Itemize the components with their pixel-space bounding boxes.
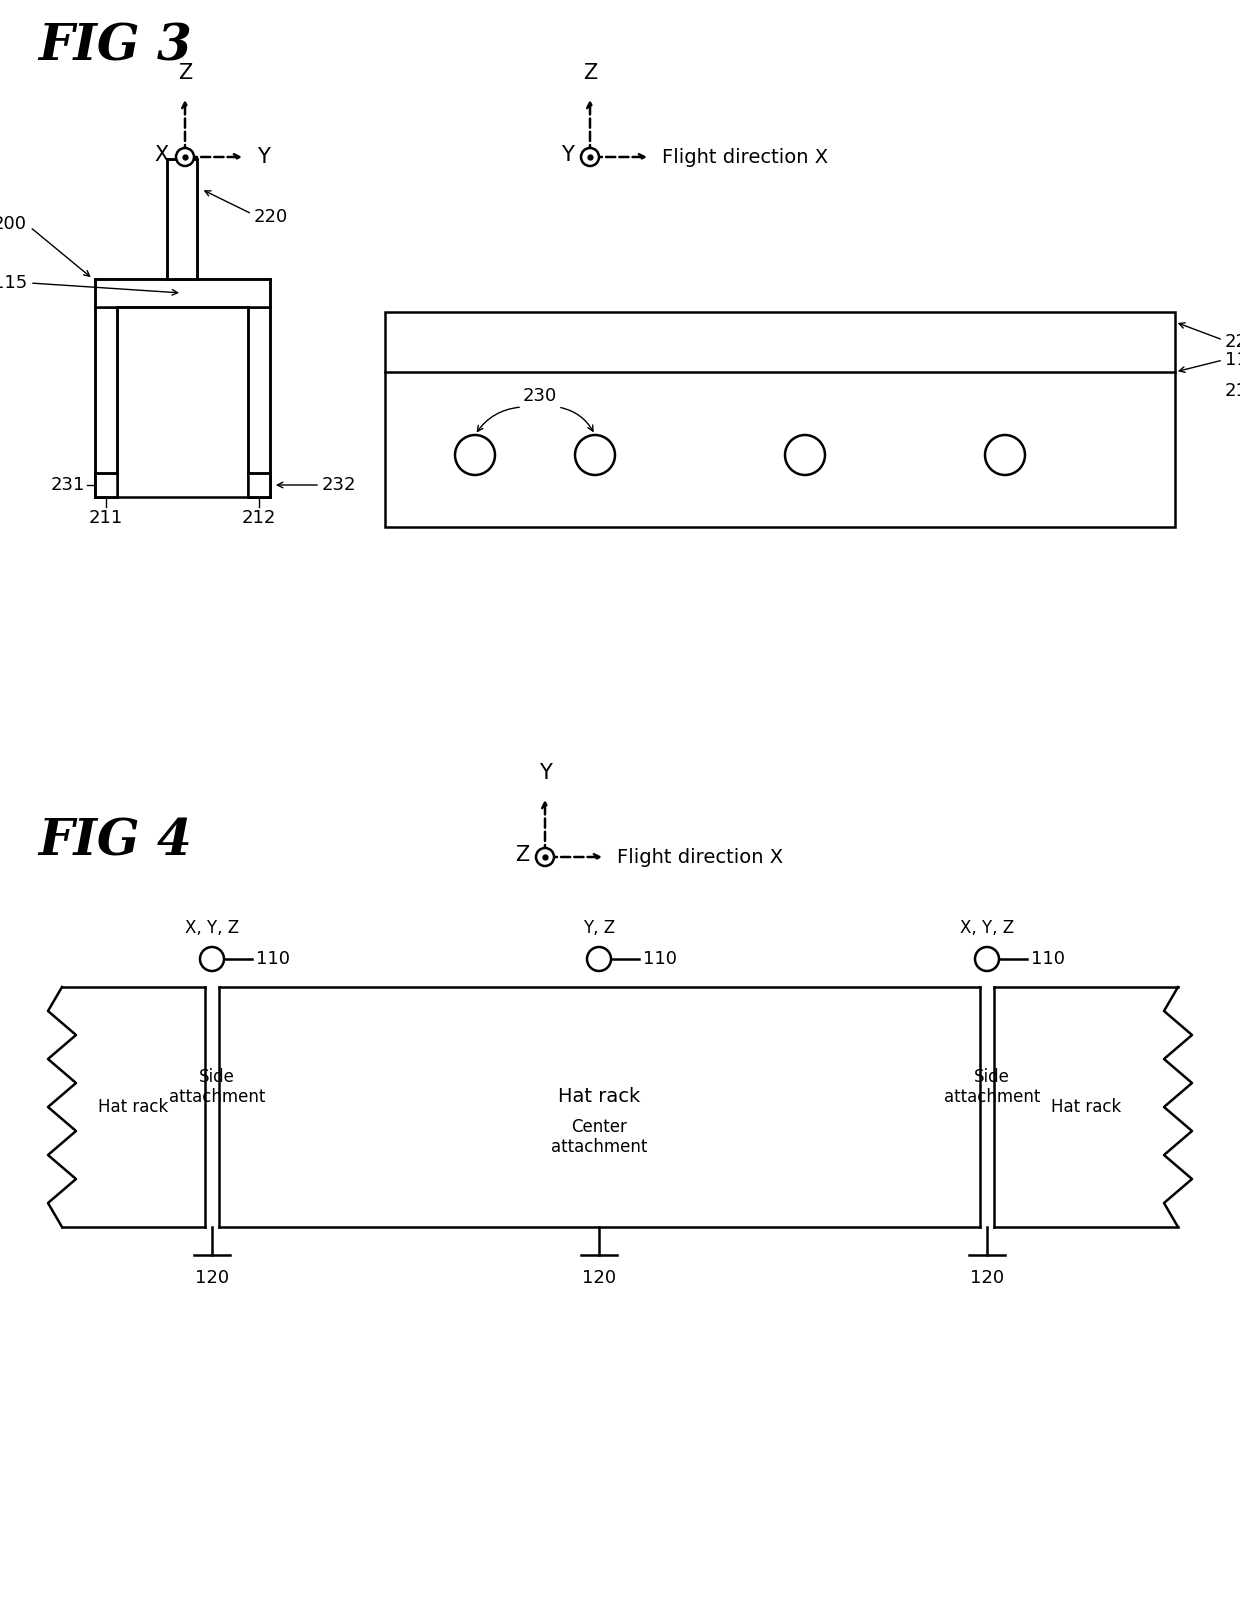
Text: 230: 230 [523, 386, 557, 404]
Text: Y: Y [538, 763, 552, 783]
Text: Hat rack: Hat rack [558, 1088, 640, 1106]
Bar [248, 474, 270, 496]
Text: 211: 211 [89, 509, 123, 527]
Text: FIG 3: FIG 3 [38, 23, 192, 71]
Text: Y: Y [562, 146, 574, 165]
Text: 212: 212 [242, 509, 277, 527]
Text: 120: 120 [195, 1269, 229, 1287]
Text: 120: 120 [582, 1269, 616, 1287]
Bar [95, 280, 270, 307]
Text: Flight direction X: Flight direction X [618, 847, 784, 867]
Text: 115: 115 [1225, 351, 1240, 369]
Text: X, Y, Z: X, Y, Z [960, 918, 1014, 936]
Circle shape [975, 948, 999, 970]
Bar [248, 307, 270, 496]
Bar [95, 307, 117, 496]
Text: 115: 115 [0, 273, 27, 293]
Text: Z: Z [177, 63, 192, 82]
Text: FIG 4: FIG 4 [38, 817, 192, 867]
Bar [167, 158, 197, 280]
Text: X, Y, Z: X, Y, Z [185, 918, 239, 936]
Text: Hat rack: Hat rack [1050, 1098, 1121, 1116]
Bar [248, 474, 270, 496]
Text: 211/212: 211/212 [1225, 382, 1240, 399]
Circle shape [200, 948, 224, 970]
Text: Side
attachment: Side attachment [944, 1067, 1040, 1106]
Text: Z: Z [515, 846, 529, 865]
Bar [95, 280, 270, 307]
Text: Hat rack: Hat rack [98, 1098, 169, 1116]
Text: 110: 110 [1030, 951, 1065, 969]
Text: Z: Z [583, 63, 598, 82]
Circle shape [176, 149, 193, 167]
Text: 110: 110 [644, 951, 677, 969]
Bar [384, 312, 1176, 527]
Text: Y: Y [257, 147, 270, 167]
Text: 200: 200 [0, 215, 27, 233]
Text: 232: 232 [322, 475, 357, 495]
Text: 120: 120 [970, 1269, 1004, 1287]
Text: Side
attachment: Side attachment [169, 1067, 265, 1106]
Text: Center
attachment: Center attachment [551, 1117, 647, 1156]
Bar [167, 158, 197, 280]
Bar [95, 474, 117, 496]
Text: Y, Z: Y, Z [583, 918, 615, 936]
Text: 231: 231 [51, 475, 86, 495]
Text: Flight direction X: Flight direction X [662, 147, 828, 167]
Circle shape [582, 149, 599, 167]
Text: 110: 110 [255, 951, 290, 969]
Bar [95, 307, 117, 496]
Bar [248, 307, 270, 496]
Bar [95, 474, 117, 496]
Circle shape [587, 948, 611, 970]
Circle shape [536, 847, 554, 867]
Text: X: X [155, 146, 169, 165]
Text: 220: 220 [1225, 333, 1240, 351]
Text: 220: 220 [254, 209, 288, 226]
